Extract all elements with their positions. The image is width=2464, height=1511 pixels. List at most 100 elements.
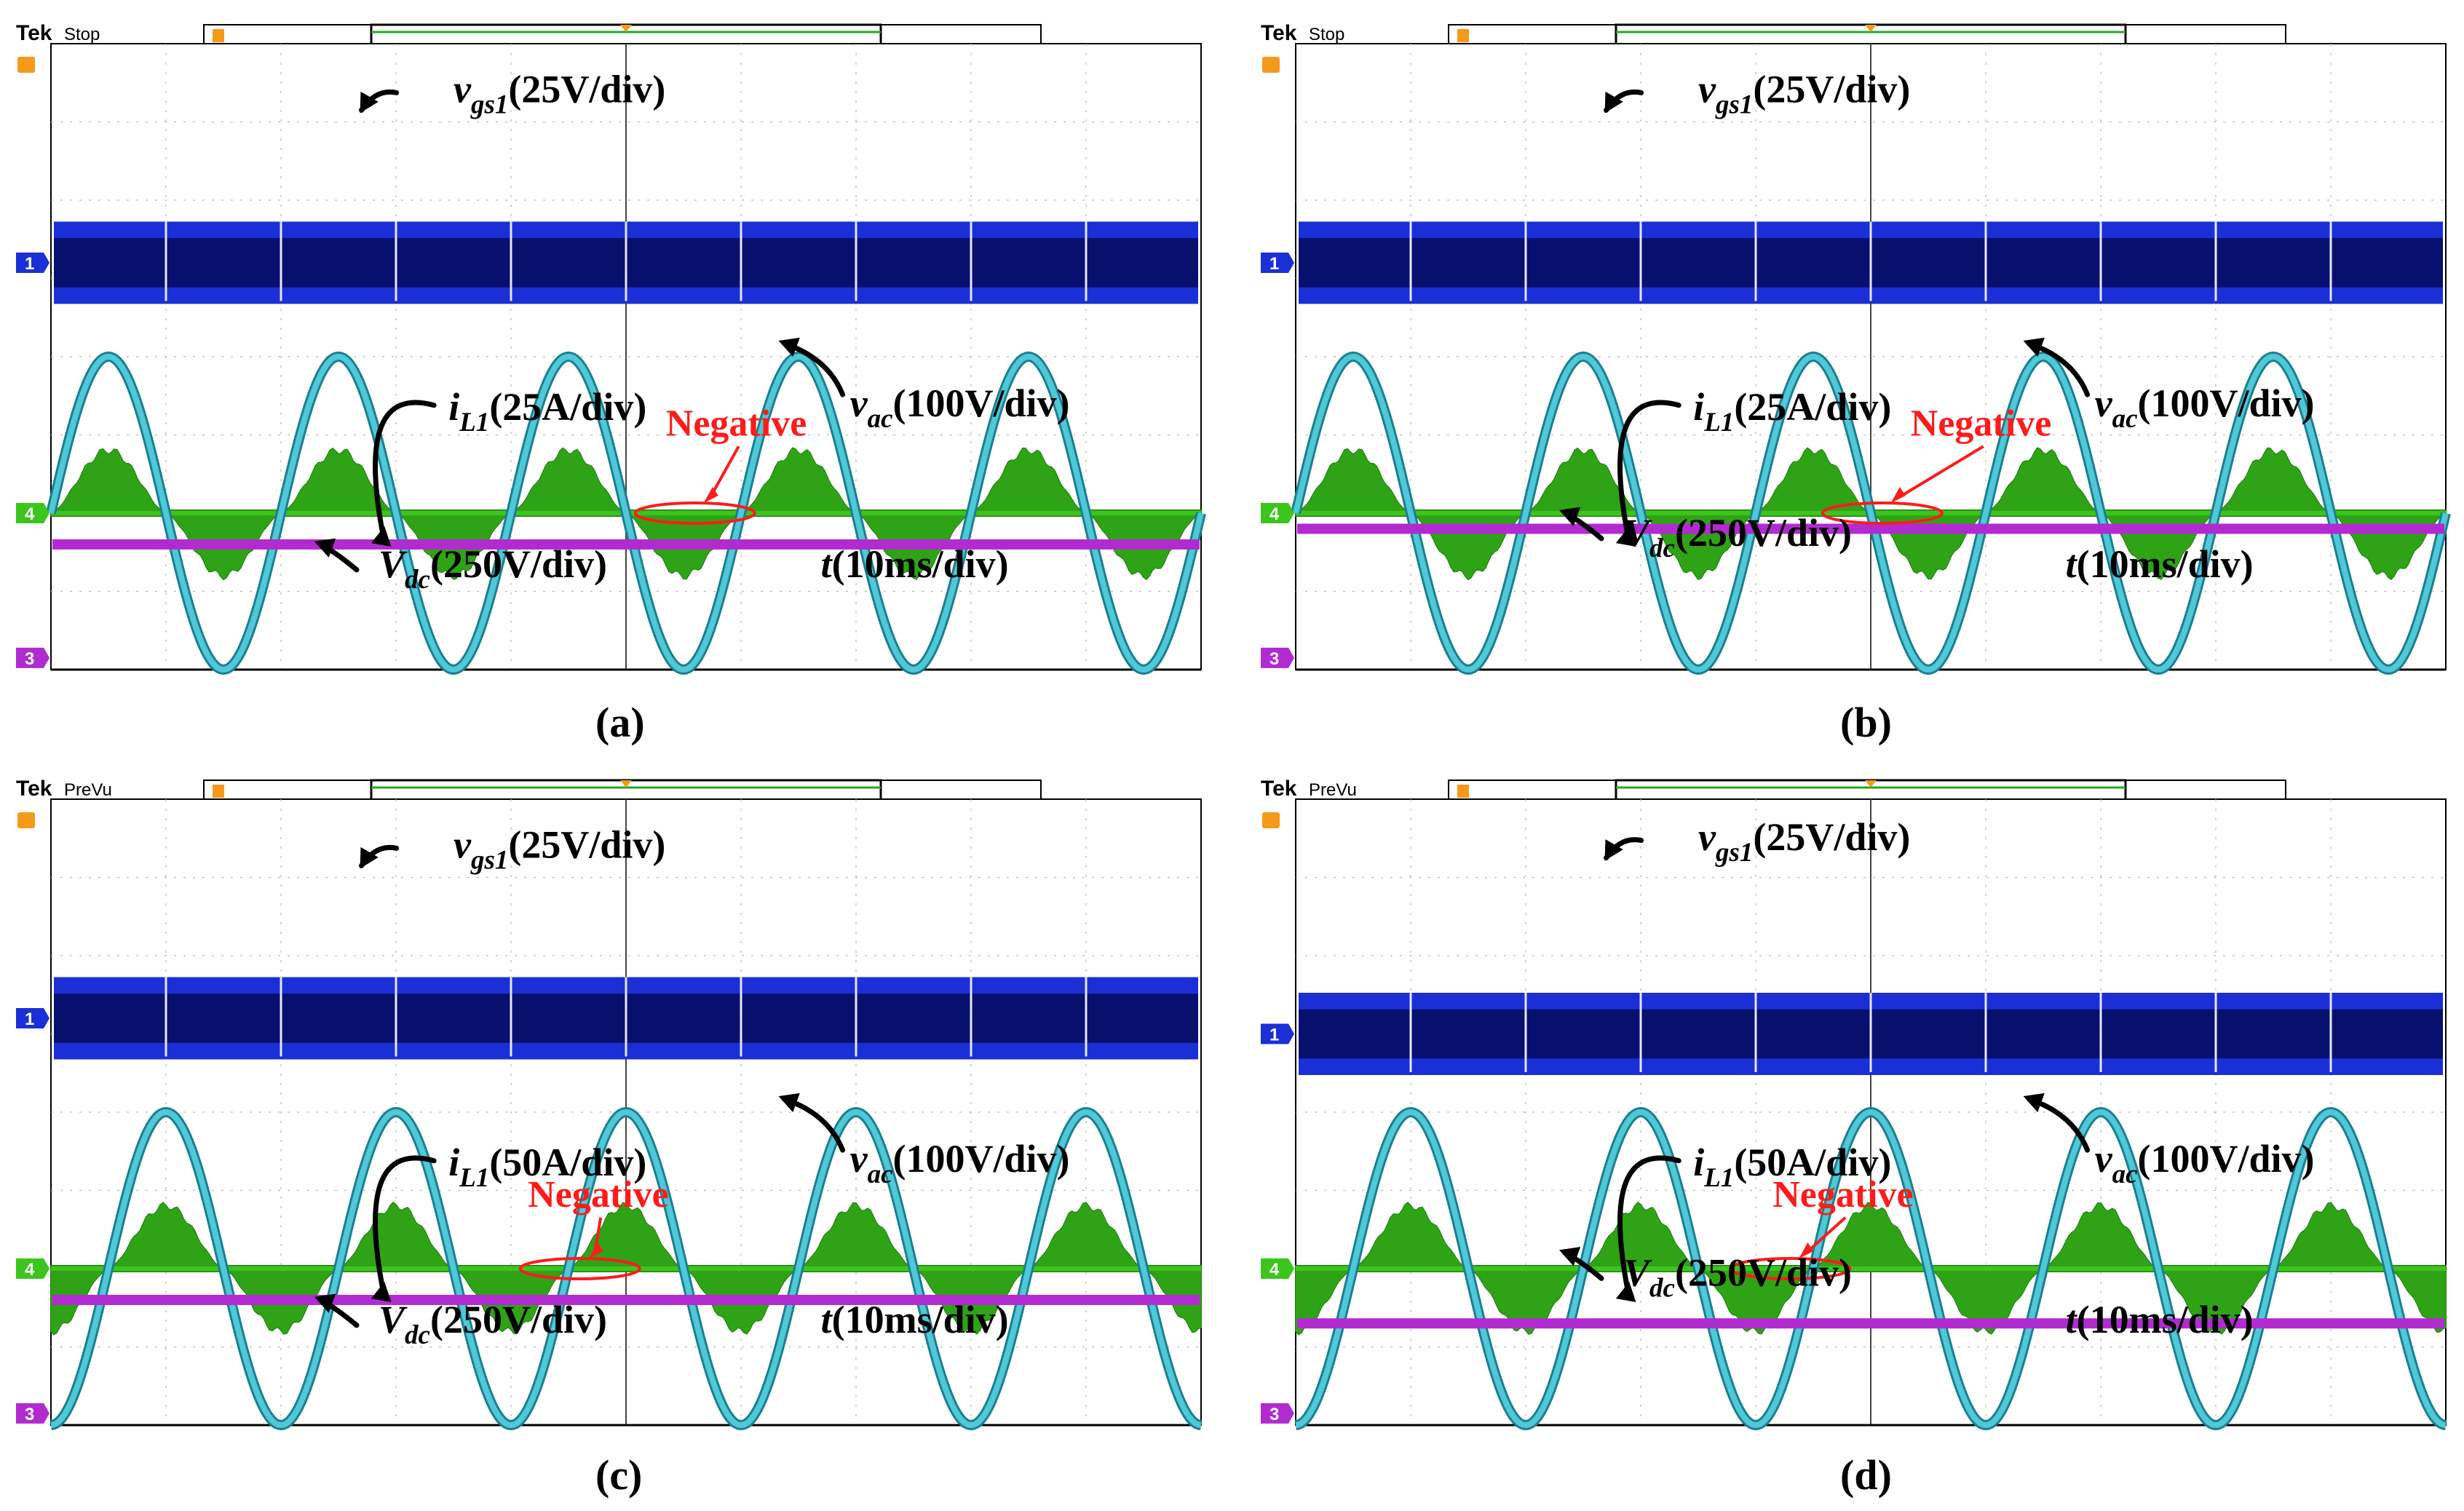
negative-annotation-arrowhead (1890, 487, 1906, 503)
iL1-pointer-head (371, 1282, 392, 1303)
trigger-level-marker (17, 812, 35, 828)
iL1-pointer-shaft (1617, 1155, 1681, 1293)
negative-annotation-label: Negative (666, 402, 807, 444)
vdc-trace (1297, 1318, 2444, 1329)
channel-marker-number: 1 (25, 1010, 34, 1029)
trigger-level-marker (17, 57, 35, 73)
vac-pointer-head (2023, 1092, 2045, 1113)
acquisition-status: Stop (1309, 25, 1344, 44)
series-vgs1 (54, 221, 1198, 304)
iL1-pointer-head (1615, 526, 1636, 547)
negative-region-ellipse (1729, 1257, 1852, 1280)
channel-marker-number: 4 (1269, 504, 1280, 524)
channel-marker-tag (1261, 253, 1294, 273)
iL1-positive-fill (51, 448, 1201, 513)
record-bar (203, 24, 1042, 46)
trigger-position-marker (1865, 25, 1877, 32)
time-scale-label: t(10ms/div) (821, 542, 1009, 586)
channel-marker-tag (1261, 647, 1294, 668)
channel-marker-tag (1261, 1258, 1294, 1279)
channel-marker-number: 3 (1269, 1405, 1279, 1424)
channel-marker-number: 4 (25, 504, 35, 524)
trigger-level-marker (1262, 812, 1280, 828)
channel-marker-number: 3 (25, 1405, 34, 1424)
vgs1-pointer-head (1604, 839, 1623, 861)
negative-annotation-label: Negative (1911, 402, 2051, 444)
scope-panel-1: Tek Stop 1 4 3 Negative vgs1(25V/div) iL1(25A/d… (1261, 21, 2451, 746)
tek-brand: Tek (1261, 21, 1297, 45)
negative-annotation-arrowhead (588, 1242, 603, 1258)
iL1-scale-label: iL1(50A/div) (448, 1141, 646, 1193)
channel-marker: 4 (16, 1258, 49, 1280)
channel-marker: 4 (1261, 1258, 1294, 1280)
vac-pointer-head (2023, 337, 2045, 357)
vac-trace (1293, 353, 2449, 673)
iL1-negative-fill (51, 513, 1201, 580)
channel-marker: 4 (1261, 503, 1294, 524)
vgs1-scale-label: vgs1(25V/div) (1698, 815, 1910, 868)
series-vgs1 (1299, 221, 2443, 304)
graticule-grid (1296, 44, 2446, 670)
channel-marker-tag (1261, 503, 1294, 523)
panel-caption: (a) (595, 699, 645, 746)
vdc-scale-label: Vdc(250V/div) (379, 1298, 607, 1350)
channel-marker-number: 1 (1269, 254, 1279, 274)
time-scale-label: t(10ms/div) (2066, 542, 2254, 586)
vdc-trace (52, 539, 1200, 550)
iL1-positive-fill (1296, 448, 2446, 513)
trigger-position-marker (620, 25, 632, 32)
vgs1-scale-label: vgs1(25V/div) (453, 823, 665, 876)
channel-marker-number: 4 (25, 1260, 35, 1280)
channel-marker: 3 (16, 1403, 49, 1424)
vdc-trace (52, 1295, 1200, 1305)
negative-annotation-arrowhead (703, 487, 718, 503)
channel-marker-number: 1 (1269, 1026, 1279, 1045)
channel-marker-tag (16, 1258, 49, 1279)
trigger-record-marker (213, 29, 224, 42)
vgs1-pointer-head (1604, 91, 1623, 114)
vac-trace (50, 1109, 1202, 1429)
channel-marker: 1 (16, 253, 49, 274)
iL1-positive-fill (51, 1202, 1201, 1269)
channel-marker: 3 (1261, 647, 1294, 669)
panel-caption: (b) (1840, 699, 1892, 746)
acquisition-status: Stop (64, 25, 100, 44)
channel-marker: 3 (1261, 1403, 1294, 1424)
iL1-pointer-shaft (373, 400, 437, 538)
scope-panel-2: Tek PreVu 1 4 3 Negative vgs1(25V/div) iL1(50A/… (16, 777, 1202, 1499)
tek-brand: Tek (1261, 777, 1297, 801)
channel-marker: 1 (1261, 1023, 1294, 1045)
vac-pointer-head (778, 337, 800, 357)
trigger-record-marker (1457, 785, 1469, 798)
negative-annotation-label: Negative (528, 1174, 668, 1215)
negative-region-ellipse (518, 1257, 641, 1280)
time-scale-label: t(10ms/div) (821, 1298, 1009, 1341)
vac-scale-label: vac(100V/div) (850, 1137, 1070, 1189)
vdc-scale-label: Vdc(250V/div) (1623, 1250, 1852, 1303)
channel-marker-tag (1261, 1023, 1294, 1044)
trigger-position-marker (620, 780, 632, 788)
iL1-scale-label: iL1(25A/div) (448, 385, 646, 437)
panel-caption: (c) (595, 1451, 642, 1499)
channel-marker: 1 (1261, 253, 1294, 274)
channel-marker: 4 (16, 503, 49, 524)
vac-pointer-head (778, 1092, 800, 1113)
iL1-negative-fill (1296, 1269, 2446, 1335)
series-iL1 (1295, 1201, 2447, 1336)
scope-panel-3: Tek PreVu 1 4 3 Negative vgs1(25V/div) iL1(50A/… (1261, 777, 2447, 1499)
vdc-pointer-head (1559, 1247, 1581, 1266)
vdc-trace (1297, 523, 2444, 534)
channel-marker-number: 4 (1269, 1260, 1280, 1280)
negative-region-ellipse (633, 501, 756, 525)
negative-annotation-arrow (1804, 1216, 1847, 1256)
channel-marker-tag (16, 1403, 49, 1424)
iL1-pointer-head (371, 526, 392, 547)
trigger-record-marker (213, 785, 224, 798)
trigger-position-marker (1865, 780, 1877, 788)
vgs1-scale-label: vgs1(25V/div) (1698, 68, 1910, 120)
channel-marker-number: 3 (25, 649, 34, 669)
scope-panel-0: Tek Stop 1 4 3 Negative vgs1(25V/div) iL1(25A/d… (16, 21, 1206, 746)
series-vgs1 (1299, 993, 2443, 1075)
vdc-pointer-head (314, 1293, 336, 1313)
